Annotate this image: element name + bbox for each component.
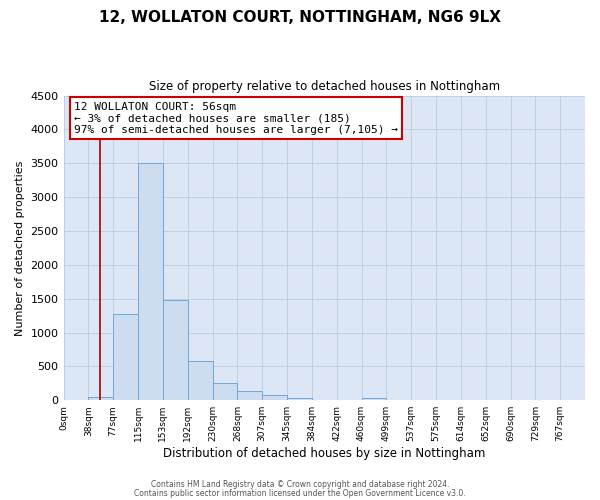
Bar bbox=[362, 398, 386, 400]
Bar bbox=[188, 361, 212, 400]
Bar bbox=[113, 314, 138, 400]
Text: Contains public sector information licensed under the Open Government Licence v3: Contains public sector information licen… bbox=[134, 488, 466, 498]
Bar bbox=[262, 395, 287, 400]
Bar bbox=[287, 398, 312, 400]
Text: Contains HM Land Registry data © Crown copyright and database right 2024.: Contains HM Land Registry data © Crown c… bbox=[151, 480, 449, 489]
Text: 12 WOLLATON COURT: 56sqm
← 3% of detached houses are smaller (185)
97% of semi-d: 12 WOLLATON COURT: 56sqm ← 3% of detache… bbox=[74, 102, 398, 135]
Text: 12, WOLLATON COURT, NOTTINGHAM, NG6 9LX: 12, WOLLATON COURT, NOTTINGHAM, NG6 9LX bbox=[99, 10, 501, 25]
Bar bbox=[212, 384, 238, 400]
Bar bbox=[88, 397, 113, 400]
Bar bbox=[138, 164, 163, 400]
Bar bbox=[163, 300, 188, 400]
Y-axis label: Number of detached properties: Number of detached properties bbox=[15, 160, 25, 336]
X-axis label: Distribution of detached houses by size in Nottingham: Distribution of detached houses by size … bbox=[163, 447, 485, 460]
Bar bbox=[238, 390, 262, 400]
Title: Size of property relative to detached houses in Nottingham: Size of property relative to detached ho… bbox=[149, 80, 500, 93]
